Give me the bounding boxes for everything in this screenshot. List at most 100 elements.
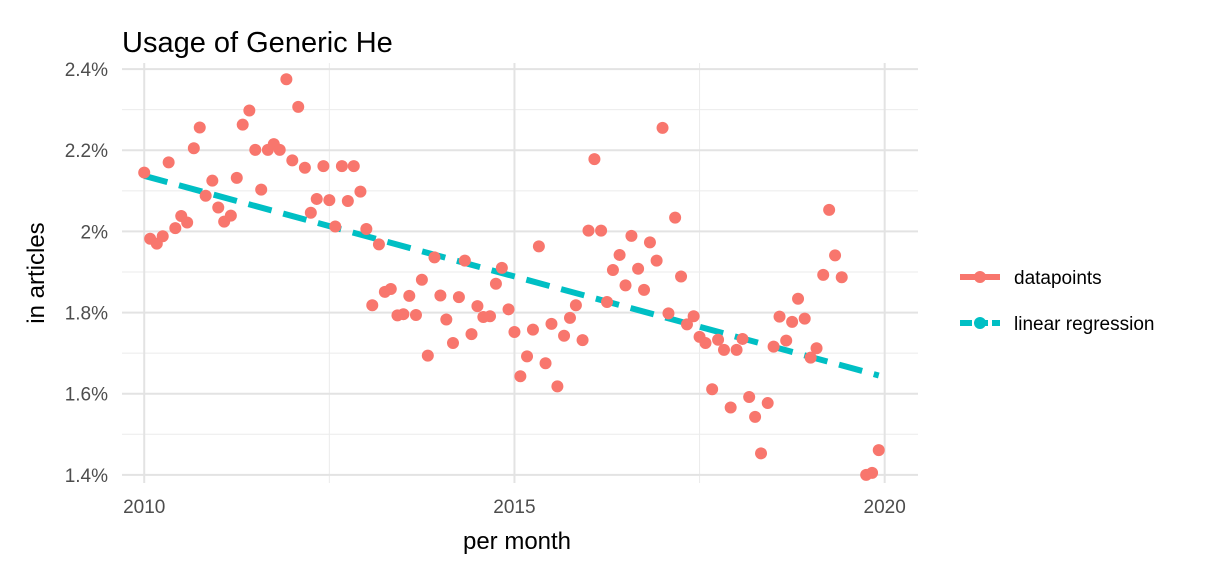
data-point (563, 311, 576, 324)
data-point (669, 211, 682, 224)
data-point (638, 283, 651, 296)
data-point (743, 390, 756, 403)
data-point (230, 171, 243, 184)
data-point (601, 296, 614, 309)
data-point (817, 268, 830, 281)
legend-key-point (974, 271, 986, 283)
data-point (354, 185, 367, 198)
data-point (409, 309, 422, 321)
x-tick-label: 2010 (123, 497, 165, 518)
data-point (465, 328, 478, 341)
data-point (452, 291, 465, 304)
data-point (255, 183, 268, 196)
data-point (372, 238, 385, 251)
data-point (489, 277, 502, 290)
data-point (421, 349, 434, 362)
data-point (558, 329, 571, 342)
x-tick-label: 2020 (864, 497, 906, 518)
data-point (717, 343, 730, 356)
data-point (495, 261, 508, 274)
data-point (606, 263, 619, 276)
data-point (156, 230, 169, 243)
data-point (193, 121, 206, 134)
data-point (588, 153, 601, 166)
data-point (619, 279, 632, 292)
data-point (384, 283, 397, 296)
data-point (712, 333, 725, 346)
data-point (551, 380, 564, 393)
data-point (761, 397, 774, 410)
data-point (273, 143, 286, 156)
data-point (236, 118, 249, 131)
y-axis-tick-labels: 1.4% 1.6% 1.8% 2% 2.2% 2.4% (65, 60, 108, 487)
data-point (206, 174, 219, 187)
chart-title: Usage of Generic He (122, 27, 393, 59)
data-point (162, 156, 175, 169)
data-point (680, 318, 693, 331)
data-point (440, 313, 453, 326)
data-point (866, 466, 879, 479)
data-point (675, 270, 688, 283)
data-point (749, 410, 762, 423)
data-point (526, 323, 539, 336)
y-tick-label: 2.4% (65, 60, 108, 81)
data-points-layer (138, 73, 885, 481)
data-point (366, 299, 379, 312)
data-point (304, 206, 317, 219)
data-point (576, 334, 589, 347)
y-tick-label: 2.2% (65, 141, 108, 162)
data-point (656, 121, 669, 134)
data-point (446, 337, 459, 349)
data-point (521, 350, 534, 363)
data-point (829, 249, 842, 262)
data-point (199, 189, 212, 202)
data-point (792, 292, 805, 305)
x-axis-tick-labels: 2010 2015 2020 (123, 497, 906, 518)
data-point (169, 222, 182, 235)
y-axis-label: in articles (23, 222, 50, 323)
data-point (286, 154, 299, 167)
data-point (249, 143, 262, 156)
data-point (341, 194, 354, 207)
legend-label: datapoints (1014, 268, 1102, 289)
data-point (298, 161, 311, 174)
data-point (804, 351, 817, 364)
data-point (662, 307, 675, 320)
data-point (415, 273, 428, 286)
data-point (687, 310, 700, 323)
data-point (224, 209, 237, 222)
data-point (539, 357, 552, 370)
data-point (471, 300, 484, 313)
data-point (632, 262, 645, 275)
x-axis-label: per month (463, 528, 571, 555)
data-point (595, 224, 608, 237)
data-point (458, 254, 471, 267)
data-point (736, 332, 749, 345)
data-point (706, 383, 719, 396)
regression-line (143, 172, 880, 379)
legend-label: linear regression (1014, 314, 1154, 335)
data-point (243, 104, 256, 117)
y-tick-label: 1.4% (65, 466, 108, 487)
data-point (545, 317, 558, 330)
data-point (181, 216, 194, 229)
data-point (786, 315, 799, 328)
data-point (508, 326, 521, 339)
data-point (187, 142, 200, 155)
data-point (138, 166, 151, 179)
data-point (823, 203, 836, 216)
data-point (212, 201, 225, 214)
data-point (755, 447, 768, 460)
data-point (625, 229, 638, 242)
data-point (317, 160, 330, 173)
data-point (730, 343, 743, 356)
data-point (403, 289, 416, 302)
data-point (767, 340, 780, 353)
y-tick-label: 1.6% (65, 385, 108, 406)
y-tick-label: 1.8% (65, 304, 108, 325)
data-point (872, 444, 885, 457)
data-point (502, 303, 515, 316)
data-point (773, 310, 786, 323)
x-tick-label: 2015 (493, 497, 535, 518)
